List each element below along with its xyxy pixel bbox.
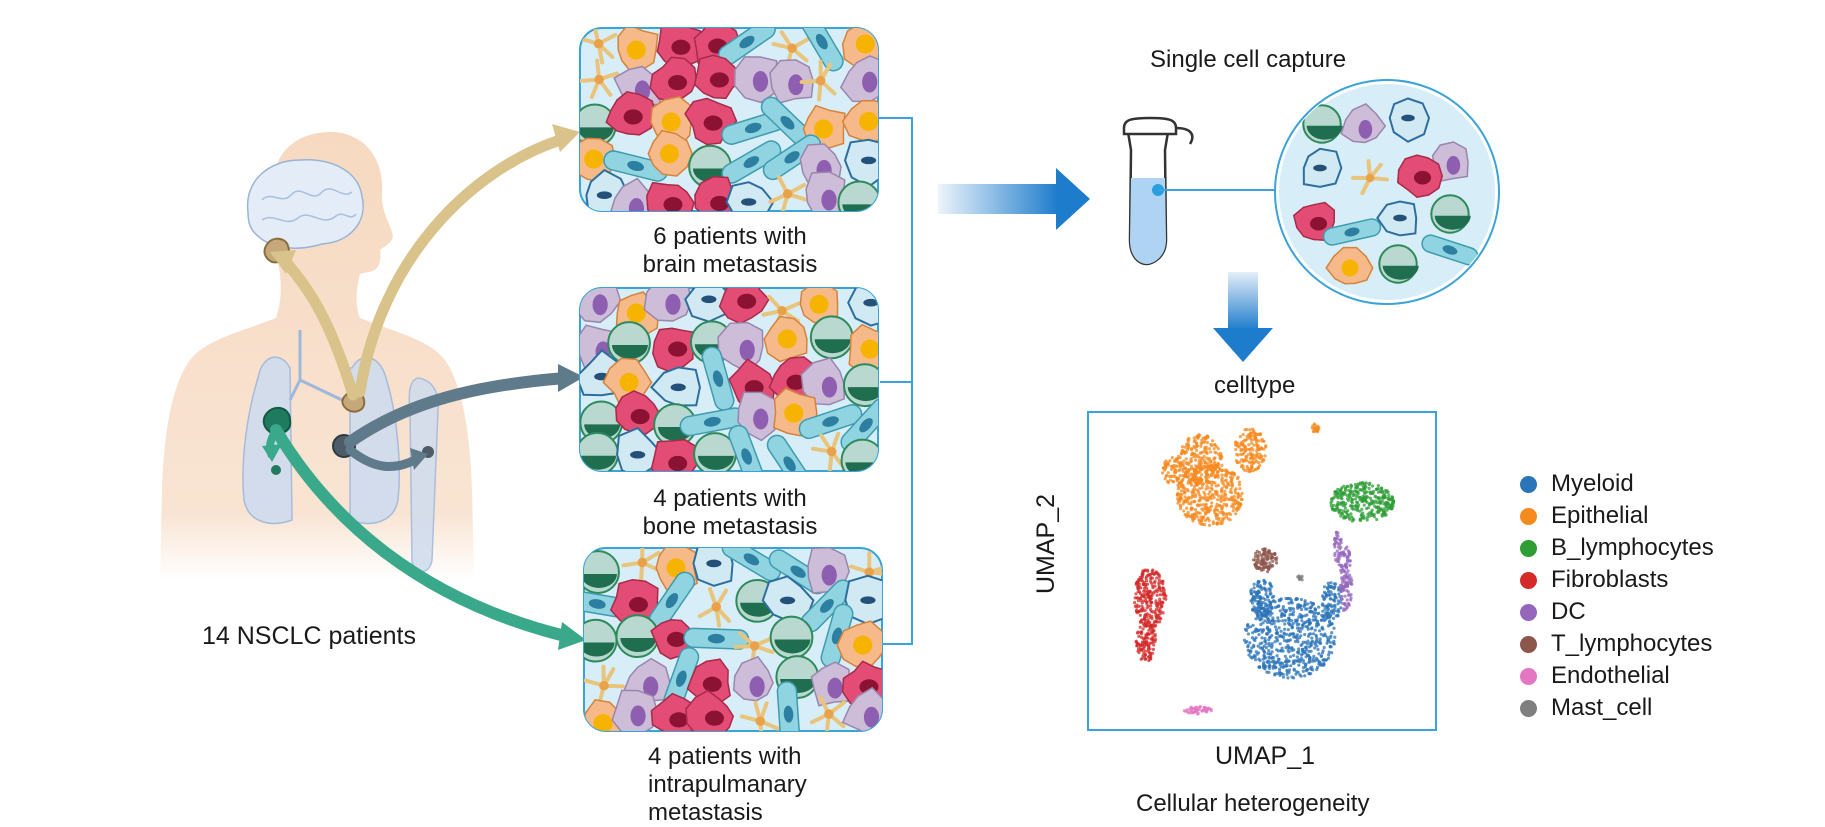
legend-label: Endothelial [1551,662,1670,690]
intrapulmonary-metastasis-tissue-box [564,535,892,749]
legend-item: DC [1520,596,1714,628]
legend-item: Epithelial [1520,500,1714,532]
umap-x-label: UMAP_1 [1215,742,1315,771]
intra-group-line3: metastasis [648,799,807,827]
capture-tube [1124,118,1277,264]
bone-group-line2: bone metastasis [610,513,850,541]
umap-y-label: UMAP_2 [1032,494,1061,594]
legend-swatch [1520,668,1537,685]
celltype-label: celltype [1214,372,1295,400]
human-body-illustration [160,132,474,580]
legend-label: Mast_cell [1551,694,1652,722]
legend-item: Myeloid [1520,468,1714,500]
legend-label: DC [1551,598,1586,626]
legend-swatch [1520,540,1537,557]
brain-group-line1: 6 patients with [610,223,850,251]
legend-item: B_lymphocytes [1520,532,1714,564]
legend-label: Fibroblasts [1551,566,1668,594]
legend-label: Epithelial [1551,502,1648,530]
bone-metastasis-tissue-box [575,276,895,496]
group-bracket [878,118,912,644]
flow-arrow-right [938,168,1090,230]
legend-swatch [1520,700,1537,717]
legend-item: T_lymphocytes [1520,628,1714,660]
flow-arrow-down [1213,272,1273,362]
cellular-heterogeneity-label: Cellular heterogeneity [1136,790,1369,818]
legend-label: B_lymphocytes [1551,534,1714,562]
legend-swatch [1520,636,1537,653]
legend-swatch [1520,604,1537,621]
captured-cells-circle [1275,80,1499,304]
legend-swatch [1520,508,1537,525]
legend-item: Fibroblasts [1520,564,1714,596]
intra-group-label: 4 patients with intrapulmanary metastasi… [648,743,807,827]
legend-item: Mast_cell [1520,692,1714,724]
celltype-legend: Myeloid Epithelial B_lymphocytes Fibroblast… [1520,468,1714,724]
bone-group-label: 4 patients with bone metastasis [610,485,850,541]
legend-label: Myeloid [1551,470,1634,498]
legend-swatch [1520,476,1537,493]
single-cell-capture-label: Single cell capture [1150,46,1346,74]
intra-group-line1: 4 patients with [648,743,807,771]
patients-total-label: 14 NSCLC patients [202,622,416,651]
legend-label: T_lymphocytes [1551,630,1712,658]
legend-swatch [1520,572,1537,589]
bone-group-line1: 4 patients with [610,485,850,513]
legend-item: Endothelial [1520,660,1714,692]
brain-metastasis-tissue-box [574,9,895,224]
brain-group-label: 6 patients with brain metastasis [610,223,850,279]
brain-group-line2: brain metastasis [610,251,850,279]
intra-group-line2: intrapulmanary [648,771,807,799]
